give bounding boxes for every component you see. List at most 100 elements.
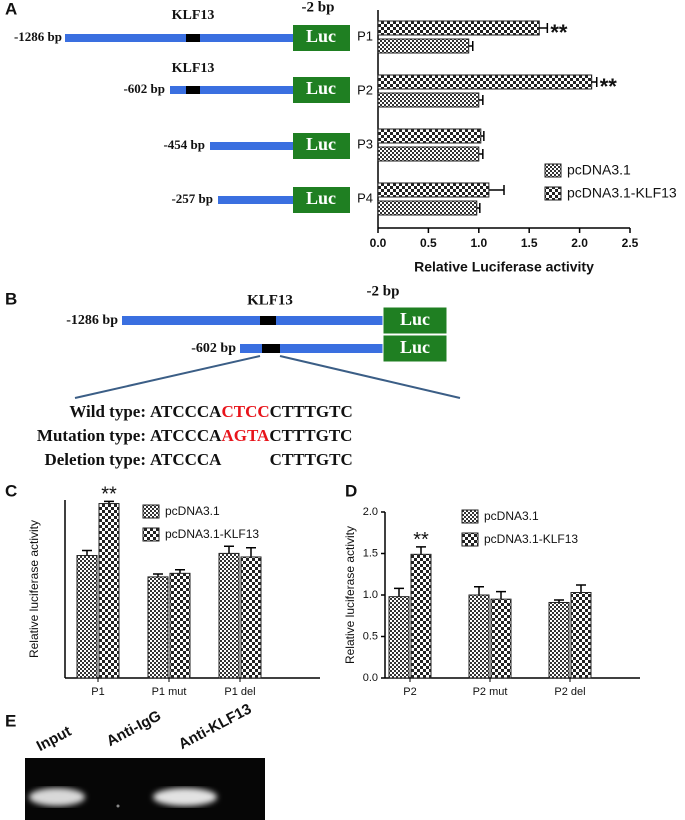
- bar: [377, 38, 470, 54]
- binding-site: CTCC: [221, 402, 269, 421]
- luc-label: Luc: [306, 134, 336, 154]
- y-tick-label: P2: [357, 82, 373, 97]
- site-box: [260, 316, 276, 325]
- speck: [116, 804, 120, 808]
- panel-label: E: [5, 711, 16, 730]
- legend-label: pcDNA3.1: [567, 162, 631, 178]
- legend-swatch: [461, 509, 479, 524]
- construct-label: -454 bp: [163, 137, 205, 152]
- panel-label: B: [5, 289, 17, 308]
- error-bar: [539, 23, 549, 33]
- luc-box: [293, 25, 350, 51]
- x-tick-label: 0.0: [370, 236, 387, 250]
- sequence-label: Mutation type:: [37, 426, 146, 445]
- site-label: KLF13: [172, 8, 215, 23]
- sequence-label: Wild type:: [69, 402, 146, 421]
- error-bar: [576, 584, 586, 593]
- construct-label: -602 bp: [191, 341, 236, 356]
- bar: [377, 74, 593, 90]
- promoter: [240, 344, 383, 353]
- binding-site: AGTA: [221, 426, 270, 445]
- sequence-left: ATCCCA: [150, 402, 222, 421]
- y-axis-title: Relative luciferase activity: [27, 520, 41, 658]
- y-tick-label: 1.5: [363, 547, 378, 559]
- error-bar: [476, 203, 481, 213]
- sequence-left: ATCCCA: [150, 426, 222, 445]
- bar: [377, 128, 482, 144]
- error-bar: [246, 546, 256, 557]
- band: [153, 788, 217, 806]
- legend-label: pcDNA3.1: [165, 504, 220, 518]
- site-box: [262, 344, 280, 353]
- bar: [548, 601, 570, 679]
- legend-swatch: [544, 163, 562, 178]
- construct-label: -257 bp: [171, 191, 213, 206]
- luc-box: [382, 334, 448, 363]
- panel-label: C: [5, 481, 17, 500]
- site-label: KLF13: [172, 61, 215, 76]
- lane-label: Input: [34, 723, 74, 755]
- legend-label: pcDNA3.1-KLF13: [484, 532, 578, 546]
- band: [29, 788, 85, 806]
- bar: [377, 182, 490, 198]
- lane-label: Anti-KLF13: [176, 700, 255, 753]
- y-tick-label: P1: [357, 28, 373, 43]
- promoter: [170, 86, 293, 94]
- promoter: [122, 316, 383, 325]
- legend-swatch: [142, 527, 160, 542]
- x-tick-label: P2 mut: [473, 686, 508, 698]
- sequence-left: ATCCCA: [150, 450, 222, 469]
- significance: **: [600, 74, 618, 99]
- luc-box: [293, 77, 350, 103]
- error-bar: [175, 569, 185, 574]
- zoom-line: [279, 355, 461, 399]
- construct: KLF13 -602 bp Luc: [123, 61, 350, 103]
- x-tick-label: P2 del: [554, 686, 585, 698]
- promoter: [65, 34, 293, 42]
- luc-label: Luc: [306, 78, 336, 98]
- bar: [410, 553, 432, 679]
- legend-label: pcDNA3.1: [484, 509, 539, 523]
- sequence-right: CTTTGTC: [270, 450, 353, 469]
- bar: [377, 20, 540, 36]
- site-box: [186, 34, 200, 42]
- error-bar: [416, 546, 426, 555]
- y-tick-label: 1.0: [363, 589, 378, 601]
- construct: -454 bp Luc: [163, 133, 350, 159]
- x-tick-label: 1.0: [470, 236, 487, 250]
- significance: **: [413, 529, 429, 551]
- panel-label: A: [5, 0, 17, 18]
- bar: [388, 596, 410, 679]
- end-label: -2 bp: [367, 283, 400, 299]
- error-bar: [474, 585, 484, 595]
- x-tick-label: 0.5: [420, 236, 437, 250]
- significance: **: [550, 20, 568, 45]
- x-tick-label: 2.5: [622, 236, 639, 250]
- x-tick-label: P1: [91, 686, 104, 698]
- luc-label: Luc: [306, 26, 336, 46]
- sequence-right: CTTTGTC: [270, 402, 353, 421]
- significance: **: [101, 484, 117, 506]
- luc-label: Luc: [306, 188, 336, 208]
- bar: [147, 576, 169, 679]
- x-tick-label: 2.0: [571, 236, 588, 250]
- zoom-line: [74, 355, 261, 399]
- sequence-right: CTTTGTC: [269, 426, 352, 445]
- error-bar: [488, 185, 505, 195]
- sequence-label: Deletion type:: [44, 450, 146, 469]
- bar: [98, 503, 120, 679]
- site-box: [186, 86, 200, 94]
- construct-label: -1286 bp: [66, 313, 118, 328]
- luc-label: Luc: [400, 309, 430, 329]
- bar: [468, 594, 490, 679]
- end-label: -2 bp: [302, 0, 335, 15]
- construct: KLF13 -1286 bp Luc: [14, 8, 350, 51]
- error-bar: [394, 587, 404, 597]
- y-tick-label: P4: [357, 190, 373, 205]
- lane-label: Anti-IgG: [104, 707, 164, 750]
- y-tick-label: 0.0: [363, 672, 378, 684]
- x-tick-label: P1 del: [224, 686, 255, 698]
- bar: [169, 572, 191, 679]
